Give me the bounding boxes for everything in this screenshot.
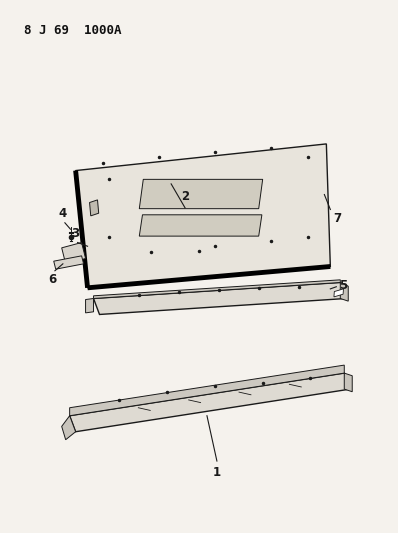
Polygon shape [76,144,330,288]
Polygon shape [340,282,348,301]
Polygon shape [139,215,262,236]
Text: 5: 5 [339,279,347,292]
Text: 7: 7 [334,212,341,224]
Polygon shape [139,179,263,208]
Polygon shape [94,280,340,298]
Polygon shape [344,373,352,392]
Polygon shape [334,289,343,297]
Text: 8 J 69  1000A: 8 J 69 1000A [24,24,121,37]
Polygon shape [70,365,344,416]
Polygon shape [70,373,350,432]
Polygon shape [54,256,84,269]
Polygon shape [86,298,94,313]
Text: 4: 4 [59,207,67,220]
Text: 1: 1 [213,466,221,479]
Polygon shape [94,282,346,314]
Text: 6: 6 [49,273,57,286]
Polygon shape [62,416,76,440]
Polygon shape [62,243,86,264]
Polygon shape [90,200,99,216]
Text: 2: 2 [181,190,189,203]
Text: 3: 3 [72,227,80,240]
